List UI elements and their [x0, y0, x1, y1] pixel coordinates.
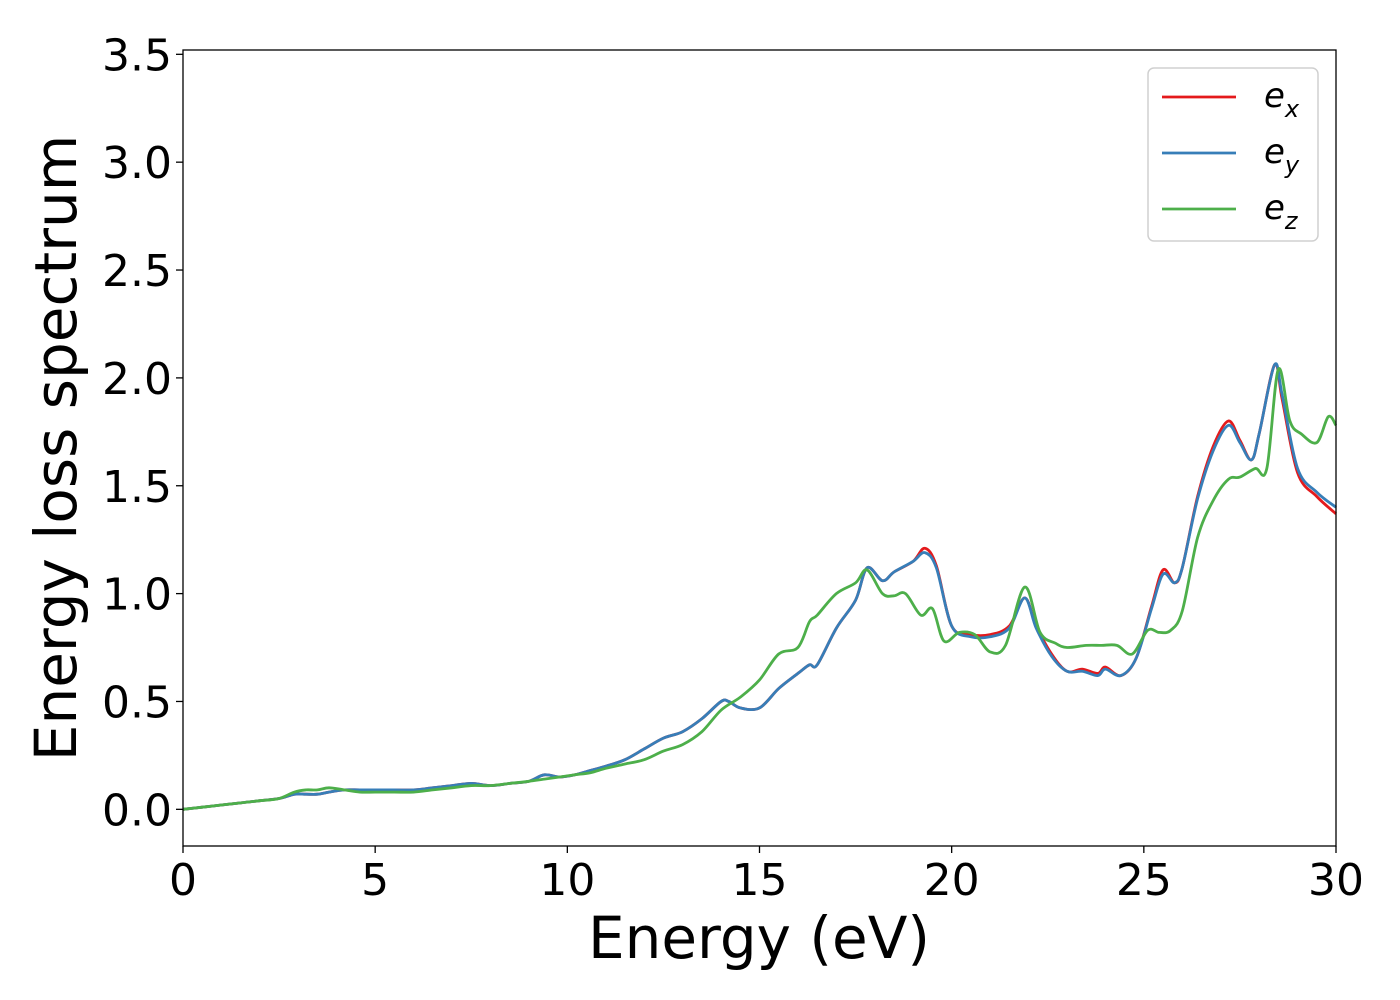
y-tick-label: 0.5 [102, 677, 172, 728]
legend: ex ey ez [1147, 67, 1319, 242]
legend-label-z: ez [1264, 188, 1299, 235]
y-tick-label: 2.0 [102, 354, 172, 405]
y-tick-label: 2.5 [102, 246, 172, 297]
y-axis-ticks: 0.0 0.5 1.0 1.5 2.0 2.5 3.0 3.5 [102, 30, 183, 836]
series-line-z [182, 367, 1338, 811]
y-tick-label: 3.0 [102, 138, 172, 189]
x-tick-label: 10 [539, 855, 595, 906]
y-tick-label: 1.5 [102, 462, 172, 513]
x-tick-label: 20 [924, 855, 980, 906]
x-axis-title: Energy (eV) [588, 904, 930, 972]
y-tick-label: 1.0 [102, 570, 172, 621]
y-tick-label: 3.5 [102, 30, 172, 81]
series-layer [182, 362, 1338, 811]
x-tick-label: 0 [169, 855, 197, 906]
x-tick-label: 5 [361, 855, 389, 906]
legend-label-y: ey [1264, 132, 1300, 179]
x-tick-label: 25 [1116, 855, 1172, 906]
x-tick-label: 15 [732, 855, 788, 906]
series-line-x [182, 362, 1337, 811]
legend-box [1147, 67, 1319, 242]
legend-label-x: ex [1264, 76, 1300, 123]
x-tick-label: 30 [1308, 855, 1364, 906]
series-line-y [182, 362, 1337, 811]
y-tick-label: 0.0 [102, 785, 172, 836]
x-axis-ticks: 0 5 10 15 20 25 30 [169, 846, 1364, 906]
y-axis-title: Energy loss spectrum [22, 135, 90, 761]
